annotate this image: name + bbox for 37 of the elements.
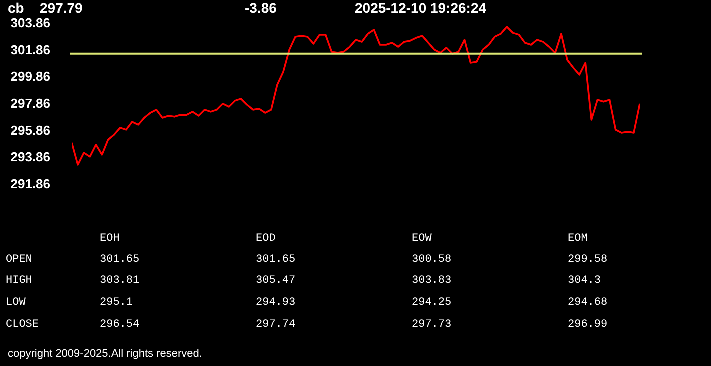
text: 297.73: [412, 319, 452, 331]
y-tick-label: 297.86: [10, 96, 50, 111]
text: 304.3: [568, 275, 602, 287]
text: HIGH: [6, 275, 32, 287]
text: 296.54: [100, 319, 140, 331]
text: 300.58: [412, 254, 452, 266]
text: 301.65: [100, 254, 140, 266]
text: 301.65: [256, 254, 296, 266]
text: CLOSE: [6, 319, 40, 331]
text: 305.47: [256, 275, 296, 287]
text: EOW: [412, 233, 432, 245]
y-tick-label: 291.86: [10, 176, 50, 192]
text: EOM: [568, 233, 588, 245]
y-tick-label: 301.86: [10, 42, 50, 58]
text: 294.25: [412, 297, 452, 309]
text: 303.81: [100, 275, 140, 287]
y-tick-label: 293.86: [10, 150, 50, 165]
text: 297.74: [256, 319, 296, 331]
text: 295.1: [100, 297, 134, 309]
text: LOW: [6, 297, 26, 309]
chart-title: cb: [8, 0, 24, 16]
text: OPEN: [6, 254, 32, 266]
y-tick-label: 295.86: [10, 122, 50, 138]
text: EOD: [256, 233, 276, 245]
y-tick-label: 299.86: [10, 69, 50, 84]
text: -3.86: [245, 0, 278, 16]
text: 2025-12-10 19:26:24: [355, 0, 487, 16]
text: copyright 2009-2025.All rights reserved.: [8, 348, 202, 360]
line-series: [72, 26, 640, 166]
text: EOH: [100, 233, 120, 245]
text: 294.68: [568, 297, 608, 309]
chart-subtitle: 297.79: [40, 0, 84, 16]
text: 303.83: [412, 275, 452, 287]
y-tick-label: 303.86: [10, 16, 50, 30]
text: 299.58: [568, 254, 608, 266]
text: 296.99: [568, 319, 608, 331]
text: 294.93: [256, 297, 296, 309]
